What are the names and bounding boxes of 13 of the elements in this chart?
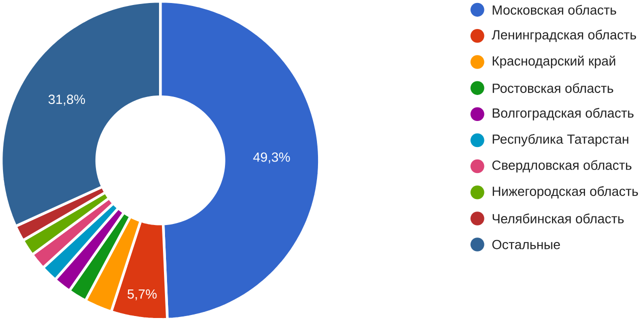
legend-label: Московская область xyxy=(492,5,616,15)
legend-label: Остальные xyxy=(492,240,560,250)
legend-label: Челябинская область xyxy=(492,214,624,224)
legend-label: Ленинградская область xyxy=(492,30,636,42)
legend-label: Волгоградская область xyxy=(492,108,634,120)
legend-label: Краснодарский край xyxy=(492,56,616,68)
data-label: 31,8% xyxy=(48,94,85,106)
data-label: 5,7% xyxy=(128,290,157,300)
legend-label: Свердловская область xyxy=(492,160,632,173)
data-label: 49,3% xyxy=(253,152,290,164)
legend-label: Ростовская область xyxy=(492,83,614,94)
legend-label: Республика Татарстан xyxy=(492,134,628,147)
legend-label: Нижегородская область xyxy=(492,186,638,199)
